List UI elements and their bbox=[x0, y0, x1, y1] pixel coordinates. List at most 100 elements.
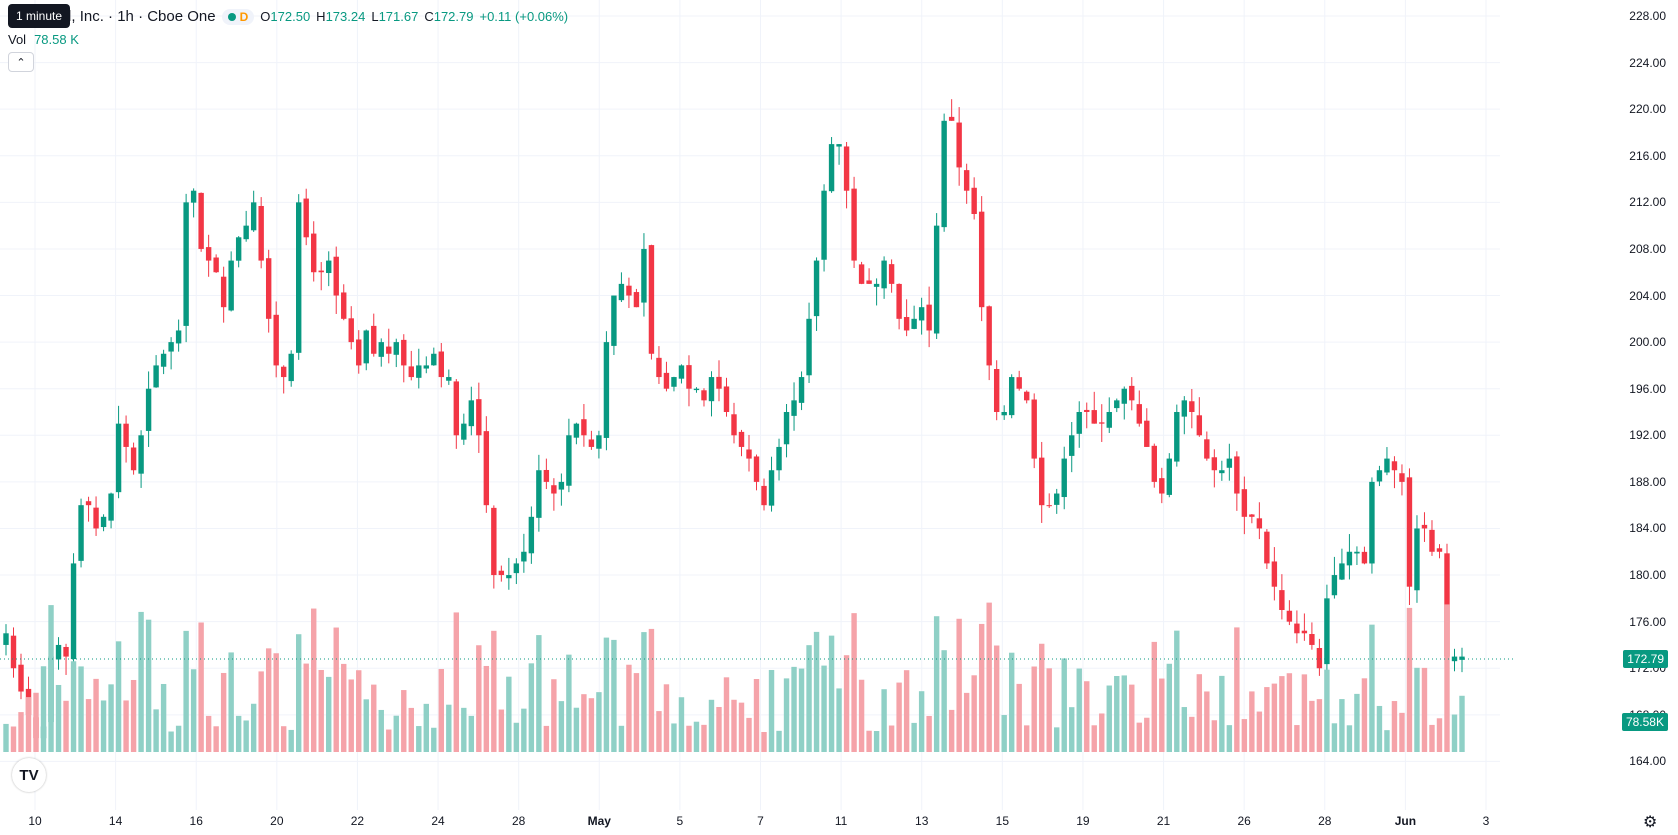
candle-body bbox=[686, 365, 692, 389]
time-tick-label: 28 bbox=[1318, 814, 1332, 828]
volume-bar bbox=[93, 678, 99, 752]
candle-body bbox=[896, 283, 902, 319]
volume-bar bbox=[318, 669, 324, 752]
volume-bar bbox=[813, 631, 820, 752]
volume-bar bbox=[265, 648, 272, 752]
volume-bar bbox=[986, 602, 992, 752]
volume-bar bbox=[280, 726, 287, 752]
volume-bar bbox=[1391, 701, 1398, 752]
candle-body bbox=[1219, 470, 1225, 474]
candle-body bbox=[78, 505, 84, 561]
settings-gear-icon[interactable]: ⚙ bbox=[1643, 814, 1658, 831]
volume-bar bbox=[250, 703, 257, 752]
candle-body bbox=[168, 342, 174, 352]
candle-body bbox=[1046, 505, 1052, 507]
candle-body bbox=[401, 339, 407, 366]
volume-bar bbox=[175, 725, 182, 752]
volume-bar bbox=[190, 669, 197, 752]
volume-bar bbox=[138, 611, 144, 752]
candle-body bbox=[911, 318, 917, 329]
volume-bar bbox=[1331, 723, 1338, 752]
delayed-data-badge: D bbox=[239, 9, 249, 24]
volume-bar bbox=[1436, 718, 1443, 752]
candle-body bbox=[858, 264, 865, 284]
candle-body bbox=[476, 399, 482, 436]
volume-bar bbox=[1196, 674, 1203, 752]
candle-body bbox=[371, 325, 377, 354]
candle-body bbox=[656, 357, 662, 378]
time-tick-label: 3 bbox=[1482, 814, 1490, 828]
volume-bar bbox=[551, 679, 557, 752]
candle-body bbox=[716, 376, 722, 389]
candle-body bbox=[265, 258, 272, 319]
candle-body bbox=[243, 225, 249, 240]
price-tick-label: 196.00 bbox=[1629, 381, 1666, 396]
volume-bar bbox=[1376, 705, 1383, 752]
candle-body bbox=[138, 435, 144, 474]
candle-body bbox=[311, 233, 317, 273]
candle-body bbox=[1354, 551, 1360, 554]
volume-bar bbox=[108, 684, 114, 752]
volume-bar bbox=[408, 707, 414, 752]
volume-bar bbox=[918, 691, 925, 752]
candle-body bbox=[708, 377, 715, 402]
price-tick-label: 216.00 bbox=[1629, 148, 1666, 163]
candle-body bbox=[1159, 478, 1165, 494]
candle-body bbox=[1406, 477, 1413, 587]
candle-body bbox=[1099, 422, 1105, 424]
volume-bar bbox=[130, 679, 137, 752]
candle-body bbox=[160, 353, 167, 367]
candle-body bbox=[671, 377, 677, 387]
candle-body bbox=[798, 377, 805, 403]
volume-bar bbox=[1166, 663, 1173, 752]
candle-body bbox=[1361, 551, 1368, 564]
candle-body bbox=[836, 144, 842, 147]
volume-bar bbox=[1354, 693, 1360, 752]
volume-bar bbox=[160, 683, 167, 752]
volume-bar bbox=[1091, 725, 1097, 752]
interval-tooltip: 1 minute bbox=[8, 4, 71, 28]
market-status[interactable]: D bbox=[221, 8, 255, 25]
volume-bar bbox=[48, 605, 54, 752]
candle-body bbox=[1084, 409, 1090, 412]
candle-body bbox=[393, 342, 399, 355]
candle-body bbox=[588, 439, 595, 447]
price-axis[interactable]: 228.00 224.00 220.00 216.00 212.00 208.00 204.… bbox=[1500, 0, 1678, 810]
volume-bar bbox=[1279, 676, 1285, 752]
symbol-legend: se Global, Inc. · 1h · Cboe One D O172.5… bbox=[8, 8, 568, 25]
candle-body bbox=[431, 353, 437, 366]
volume-bar bbox=[851, 613, 857, 752]
volume-bar bbox=[393, 715, 399, 752]
candle-body bbox=[1151, 445, 1157, 482]
tradingview-logo-icon[interactable]: TV bbox=[12, 758, 46, 792]
volume-bar bbox=[701, 724, 707, 752]
ohlc-values: O172.50 H173.24 L171.67 C172.79 +0.11 (+… bbox=[260, 9, 568, 24]
candle-body bbox=[791, 400, 797, 416]
candle-body bbox=[318, 270, 324, 273]
time-tick-label: 19 bbox=[1076, 814, 1090, 828]
candle-body bbox=[1016, 377, 1022, 389]
candle-body bbox=[1114, 400, 1120, 409]
volume-bar bbox=[693, 721, 700, 752]
candle-body bbox=[3, 633, 9, 645]
volume-bar bbox=[1008, 652, 1015, 752]
candle-body bbox=[326, 260, 332, 274]
volume-bar bbox=[431, 727, 437, 752]
candle-body bbox=[145, 388, 152, 431]
collapse-legend-button[interactable]: ⌃ bbox=[8, 52, 34, 72]
volume-bar bbox=[1451, 714, 1458, 752]
volume-bar bbox=[588, 698, 595, 752]
volume-bar bbox=[461, 707, 467, 752]
candle-body bbox=[618, 283, 625, 301]
volume-bar bbox=[566, 654, 572, 752]
volume-legend[interactable]: Vol 78.58 K bbox=[8, 32, 79, 47]
candle-body bbox=[948, 116, 955, 121]
time-axis[interactable]: 10 14 16 20 22 24 28 May 5 7 11 13 15 19 21 26 28 Jun 3 bbox=[0, 810, 1500, 835]
volume-bar bbox=[761, 731, 767, 752]
volume-bar bbox=[1444, 604, 1450, 752]
volume-bar bbox=[63, 700, 69, 752]
volume-bar bbox=[363, 699, 369, 752]
volume-bar bbox=[198, 622, 204, 752]
